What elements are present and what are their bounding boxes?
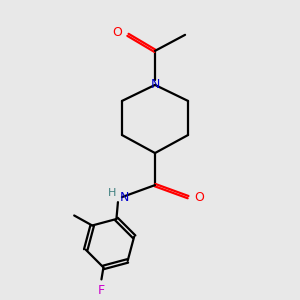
- Text: H: H: [108, 188, 116, 198]
- Text: F: F: [98, 284, 105, 297]
- Text: N: N: [150, 78, 160, 92]
- Text: O: O: [194, 190, 204, 204]
- Text: N: N: [119, 190, 129, 204]
- Text: O: O: [112, 26, 122, 39]
